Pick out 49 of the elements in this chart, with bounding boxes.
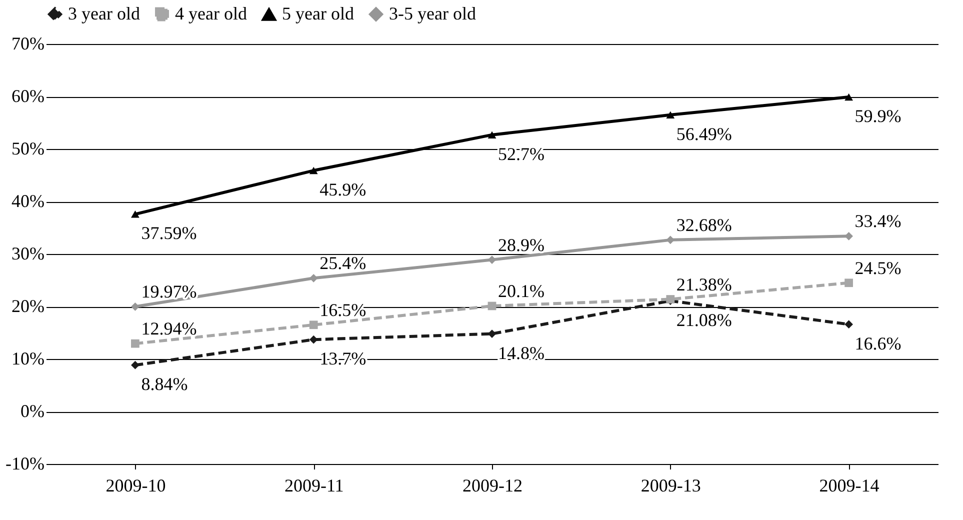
x-tick-label: 2009-12 (462, 476, 522, 496)
y-tick-label: 20% (12, 296, 44, 316)
data-label: 37.59% (141, 223, 197, 244)
y-tick-label: 70% (12, 34, 44, 54)
point (131, 360, 140, 370)
y-tick-label: 60% (12, 86, 44, 106)
data-label: 59.9% (854, 106, 902, 126)
point (488, 131, 496, 138)
data-label: 14.8% (498, 342, 544, 363)
point (309, 320, 318, 330)
legend-label: 4 year old (175, 3, 247, 24)
data-label: 8.84% (141, 374, 188, 394)
x-tick-label: 2009-14 (819, 476, 880, 496)
y-tick-label: 40% (12, 191, 44, 211)
x-tick-label: 2009-10 (106, 476, 166, 496)
data-label: 45.9% (320, 180, 366, 200)
y-tick-label: 30% (12, 244, 44, 264)
data-label: 33.4% (854, 211, 902, 232)
y-tick-label: 50% (12, 138, 44, 158)
point (488, 302, 496, 310)
point (488, 256, 496, 264)
legend-label: 3-5 year old (389, 3, 476, 24)
point (309, 166, 318, 174)
y-tick-label: 0% (20, 401, 44, 421)
point (844, 278, 853, 288)
data-label: 32.68% (676, 214, 732, 235)
data-label: 12.94% (141, 318, 197, 339)
data-label: 20.1% (498, 280, 544, 301)
y-tick-label: 10% (12, 348, 44, 368)
x-tick-label: 2009-13 (640, 476, 701, 496)
point (844, 93, 853, 101)
data-label: 25.4% (320, 253, 366, 274)
data-label: 16.6% (854, 333, 902, 354)
data-label: 28.9% (498, 234, 544, 255)
data-label: 21.08% (676, 310, 732, 330)
data-label: 19.97% (141, 282, 197, 302)
point (131, 339, 140, 348)
data-label: 56.49% (676, 124, 732, 144)
point (131, 302, 140, 311)
y-tick-label: -10% (6, 454, 44, 474)
x-tick-label: 2009-11 (284, 476, 344, 496)
legend-label: 3 year old (68, 3, 140, 24)
data-label: 21.38% (676, 274, 732, 294)
data-label: 24.5% (854, 258, 902, 278)
point (844, 320, 853, 329)
point (131, 210, 140, 218)
point (666, 111, 675, 119)
legend-label: 5 year old (282, 4, 354, 24)
point (309, 274, 318, 282)
